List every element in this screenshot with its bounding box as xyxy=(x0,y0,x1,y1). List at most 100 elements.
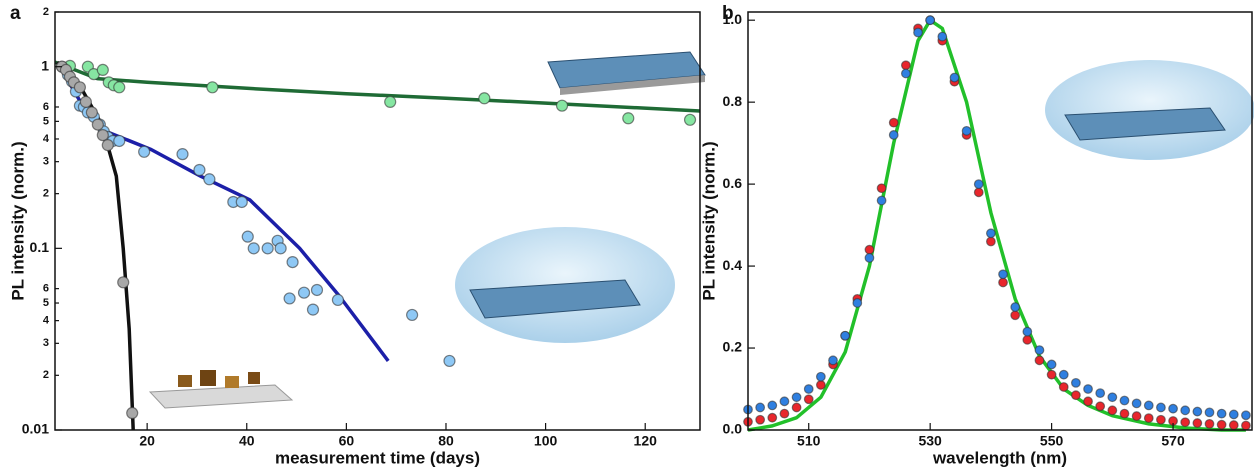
data-point xyxy=(79,95,92,108)
data-point xyxy=(1046,369,1057,380)
y-tick-label: 0.01 xyxy=(22,421,49,437)
data-point xyxy=(478,92,491,105)
data-point xyxy=(1071,390,1081,401)
data-point xyxy=(1216,419,1227,430)
data-point xyxy=(1010,302,1021,312)
data-point xyxy=(193,163,206,177)
data-point xyxy=(555,99,569,112)
x-tick-label: 550 xyxy=(1040,433,1064,449)
data-point xyxy=(241,230,254,243)
data-point xyxy=(1095,401,1106,412)
data-point xyxy=(755,414,766,425)
y-tick-label: 3 xyxy=(43,337,49,349)
data-point xyxy=(310,283,324,297)
data-point xyxy=(1022,326,1033,337)
data-point xyxy=(876,183,887,194)
data-point xyxy=(1241,420,1251,431)
data-point xyxy=(1083,396,1093,407)
data-point xyxy=(925,15,936,26)
y-tick-label: 0.8 xyxy=(723,93,743,109)
fit-line xyxy=(58,65,390,362)
data-point xyxy=(683,113,697,126)
y-axis-label: PL intensity (norm.) xyxy=(699,141,718,300)
data-point xyxy=(85,106,98,119)
data-point xyxy=(864,244,875,255)
data-point xyxy=(1180,417,1191,428)
data-point xyxy=(900,60,911,71)
data-point xyxy=(113,81,126,94)
data-point xyxy=(1192,418,1203,428)
data-point xyxy=(985,228,996,239)
y-tick-label: 6 xyxy=(43,283,49,295)
y-axis-label: PL intensity (norm.) xyxy=(8,141,27,300)
data-point xyxy=(261,242,274,255)
data-point xyxy=(973,179,984,190)
data-point xyxy=(755,402,766,413)
y-tick-label: 0.2 xyxy=(723,339,743,355)
y-tick-label: 4 xyxy=(43,315,50,327)
data-point xyxy=(622,112,635,125)
inset-film xyxy=(547,51,706,95)
y-tick-label: 2 xyxy=(43,188,49,200)
data-point xyxy=(1241,410,1251,421)
data-point xyxy=(1083,384,1093,394)
x-tick-label: 20 xyxy=(139,433,155,449)
data-point xyxy=(206,81,219,94)
data-point xyxy=(443,354,456,368)
data-point xyxy=(779,408,790,419)
data-point xyxy=(1058,369,1069,380)
data-point xyxy=(1022,334,1033,345)
y-tick-label: 4 xyxy=(43,133,50,145)
x-tick-label: 570 xyxy=(1161,433,1185,449)
data-point xyxy=(283,292,296,305)
data-point xyxy=(779,396,790,407)
x-tick-label: 530 xyxy=(918,433,942,449)
data-point xyxy=(176,148,189,161)
y-tick-label: 3 xyxy=(43,156,49,168)
data-point xyxy=(998,269,1008,280)
data-point xyxy=(1095,388,1106,399)
data-point xyxy=(852,298,863,308)
x-tick-label: 120 xyxy=(634,433,658,449)
inset-encapsulated xyxy=(455,227,675,343)
x-tick-label: 60 xyxy=(339,433,355,449)
data-point xyxy=(1192,406,1203,417)
data-point xyxy=(1216,408,1227,419)
data-point xyxy=(1168,403,1178,414)
data-point xyxy=(815,380,826,390)
inset-dome-b xyxy=(1045,60,1254,160)
data-point xyxy=(1204,407,1215,418)
y-tick-label: 0.1 xyxy=(30,239,50,255)
fit-line xyxy=(747,18,1246,432)
data-point xyxy=(1119,408,1130,419)
data-point xyxy=(1107,392,1118,403)
data-point xyxy=(1204,418,1215,429)
data-point xyxy=(117,276,130,289)
x-axis-label: wavelength (nm) xyxy=(932,448,1067,467)
plot-frame xyxy=(54,11,701,431)
data-point xyxy=(913,27,923,38)
data-point xyxy=(1131,398,1142,409)
x-tick-label: 510 xyxy=(797,433,821,449)
y-tick-label: 6 xyxy=(43,101,49,113)
data-point xyxy=(888,117,899,128)
data-point xyxy=(1034,345,1045,355)
data-point xyxy=(286,255,299,269)
data-point xyxy=(306,303,320,316)
data-point xyxy=(1156,402,1166,413)
data-point xyxy=(1010,310,1021,321)
data-point xyxy=(1071,377,1081,388)
data-point xyxy=(888,130,899,140)
y-tick-label: 0.6 xyxy=(723,175,743,191)
data-point xyxy=(73,81,87,94)
y-tick-label: 2 xyxy=(43,369,49,381)
y-tick-label: 2 xyxy=(43,6,49,18)
data-point xyxy=(815,371,826,382)
x-axis-label: measurement time (days) xyxy=(275,448,480,467)
data-point xyxy=(1143,400,1154,411)
data-point xyxy=(1228,409,1239,420)
data-point xyxy=(998,277,1008,288)
data-point xyxy=(1180,405,1191,416)
y-tick-label: 1 xyxy=(41,57,49,73)
